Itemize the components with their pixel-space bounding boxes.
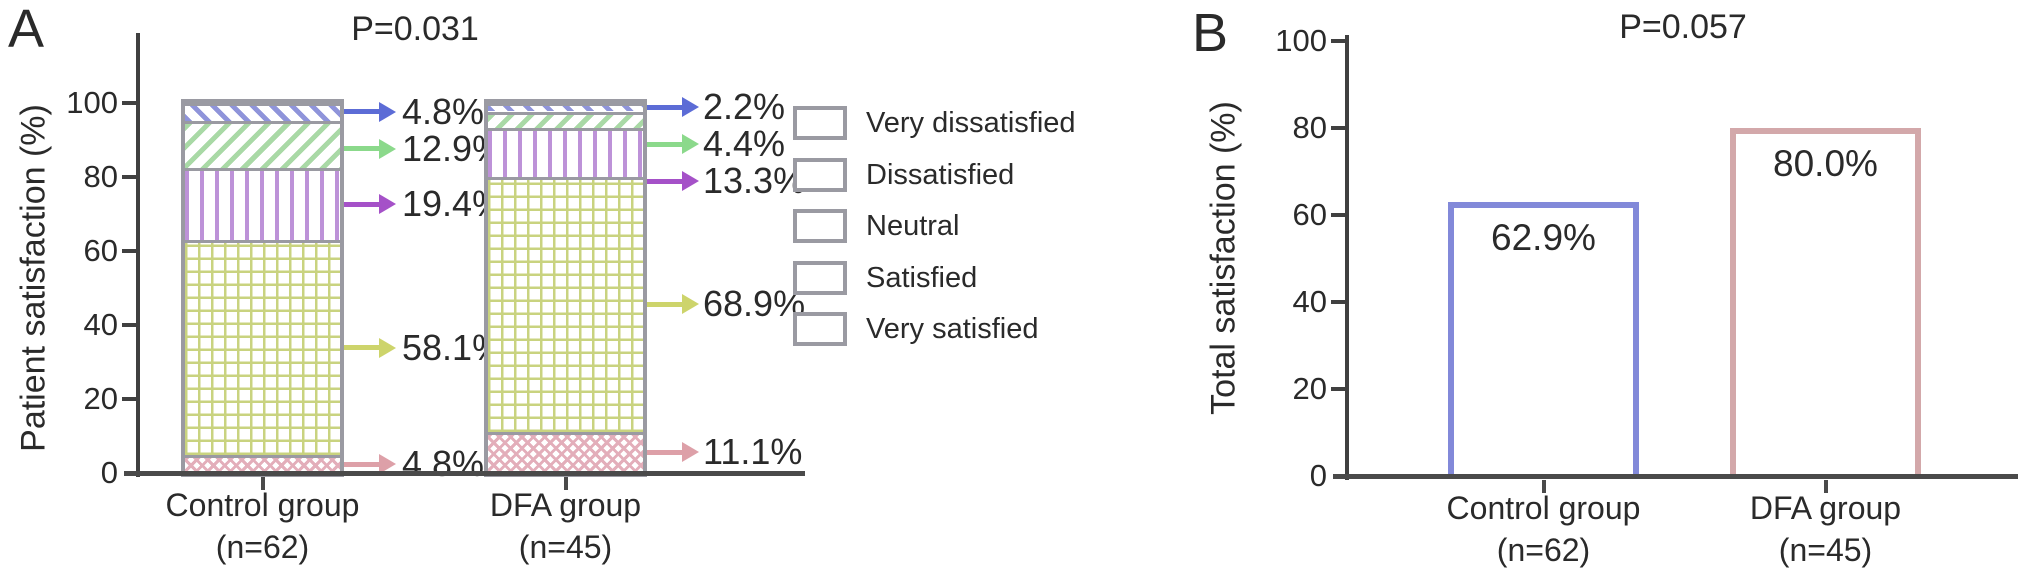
panel-a-y-tick: [122, 175, 140, 179]
panel-a-percent-label: 4.4%: [703, 123, 786, 165]
panel-a-arrow-head: [379, 454, 396, 475]
panel-a-percent-label: 4.8%: [402, 443, 485, 485]
panel-b-y-tick: [1331, 300, 1349, 304]
panel-b-y-tick: [1331, 213, 1349, 217]
panel-a-group-label: DFA group: [489, 487, 642, 523]
legend-swatch-neutral: [793, 209, 847, 243]
legend-swatch-dissatisfied: [793, 157, 847, 192]
panel-a-percent-label: 68.9%: [703, 283, 806, 325]
panel-a-arrow-head: [379, 138, 396, 159]
panel-a-y-tick-label: 20: [83, 381, 118, 416]
panel-b-group-label: DFA group: [1749, 490, 1902, 526]
panel-a-segment-neutral: [488, 127, 643, 177]
panel-b-group-n-label: (n=62): [1496, 532, 1591, 568]
panel-b-x-tick: [1541, 480, 1546, 493]
panel-b-y-tick: [1331, 126, 1349, 130]
panel-a-segment-very-satisfied: [488, 431, 643, 473]
panel-a-segment-very-dissatisfied: [185, 103, 340, 121]
panel-a-arrow-line: [647, 141, 683, 147]
panel-a-y-tick: [122, 397, 140, 401]
panel-a-y-tick-label: 60: [83, 233, 118, 268]
panel-a-x-tick: [260, 477, 265, 490]
panel-a-y-tick: [122, 249, 140, 253]
panel-a-arrow-head: [682, 134, 699, 155]
panel-a-segment-very-dissatisfied: [488, 103, 643, 112]
panel-b-x-tick: [1823, 480, 1828, 493]
panel-b-y-tick-label: 100: [1275, 23, 1327, 58]
panel-b-y-tick-label: 40: [1292, 284, 1327, 319]
panel-a-arrow-head: [682, 442, 699, 463]
panel-b-group-n-label: (n=45): [1778, 532, 1873, 568]
panel-a-arrow-line: [344, 109, 380, 115]
legend-swatch-very-dissatisfied: [793, 106, 847, 140]
panel-b-y-tick-label: 20: [1292, 371, 1327, 406]
panel-a-percent-label: 11.1%: [703, 431, 803, 473]
panel-a-arrow-head: [379, 101, 396, 122]
panel-b-bar-value-label: 80.0%: [1773, 143, 1878, 184]
panel-a-percent-label: 4.8%: [402, 90, 485, 132]
panel-a-arrow-head: [682, 97, 699, 118]
panel-a-x-axis-line: [124, 471, 805, 476]
panel-a-arrow-head: [379, 337, 396, 358]
panel-b-y-tick-label: 60: [1292, 197, 1327, 232]
legend-label: Dissatisfied: [866, 158, 1015, 191]
panel-a-arrow-line: [647, 104, 683, 110]
panel-a-group-label: Control group: [165, 487, 360, 523]
legend-swatch-satisfied: [793, 260, 847, 295]
legend-label: Very dissatisfied: [866, 107, 1076, 139]
panel-a-group-n-label: (n=45): [518, 529, 613, 565]
panel-a-arrow-line: [647, 301, 683, 307]
panel-a-y-tick-label: 100: [66, 85, 118, 120]
panel-b-letter: B: [1192, 3, 1229, 63]
panel-a-arrow-head: [682, 294, 699, 315]
legend-label: Very satisfied: [866, 313, 1039, 345]
panel-a-y-axis-line: [136, 33, 140, 477]
panel-a-percent-label: 13.3%: [703, 160, 806, 202]
panel-a-y-tick-label: 80: [83, 159, 118, 194]
panel-a-arrow-line: [647, 449, 683, 455]
panel-b-y-tick-label: 80: [1292, 110, 1327, 145]
panel-b-bar-value-label: 62.9%: [1491, 217, 1596, 259]
legend-swatch-very-satisfied: [793, 312, 847, 346]
panel-b-p-value: P=0.057: [1619, 8, 1747, 46]
panel-a-arrow-line: [344, 345, 380, 351]
panel-a-arrow-line: [647, 178, 683, 184]
legend-label: Neutral: [866, 210, 960, 242]
panel-a-segment-satisfied: [488, 177, 643, 432]
panel-a-arrow-line: [344, 201, 380, 207]
panel-a-arrow-head: [682, 171, 699, 192]
panel-a-arrow-line: [344, 461, 380, 467]
panel-a-segment-very-satisfied: [185, 455, 340, 473]
panel-b-y-axis-title: Total satisfaction (%): [1204, 101, 1243, 415]
panel-a-y-tick-label: 40: [83, 307, 118, 342]
panel-b-y-tick: [1331, 39, 1349, 43]
panel-a-p-value: P=0.031: [351, 10, 479, 48]
panel-a-segment-dissatisfied: [185, 120, 340, 169]
legend-label: Satisfied: [866, 261, 978, 294]
panel-a-segment-dissatisfied: [488, 111, 643, 128]
panel-b-group-label: Control group: [1446, 490, 1641, 526]
panel-b-y-axis-line: [1345, 35, 1349, 480]
panel-b-bar-dfa: [1730, 128, 1921, 476]
panel-a-group-n-label: (n=62): [215, 529, 310, 565]
panel-b-bar-control: [1448, 202, 1639, 476]
panel-a-letter: A: [8, 0, 45, 59]
panel-a-y-tick: [122, 323, 140, 327]
panel-a-segment-neutral: [185, 168, 340, 241]
panel-b-y-tick: [1331, 387, 1349, 391]
panel-a-y-tick-label: 0: [100, 455, 118, 490]
panel-a-percent-label: 2.2%: [703, 86, 786, 128]
panel-a-arrow-line: [344, 146, 380, 152]
panel-b-x-axis-line: [1333, 474, 2018, 479]
panel-b-y-tick-label: 0: [1309, 458, 1327, 493]
panel-a-x-tick: [563, 477, 568, 490]
panel-a-arrow-head: [379, 194, 396, 215]
panel-a-segment-satisfied: [185, 240, 340, 456]
panel-a-y-tick: [122, 101, 140, 105]
